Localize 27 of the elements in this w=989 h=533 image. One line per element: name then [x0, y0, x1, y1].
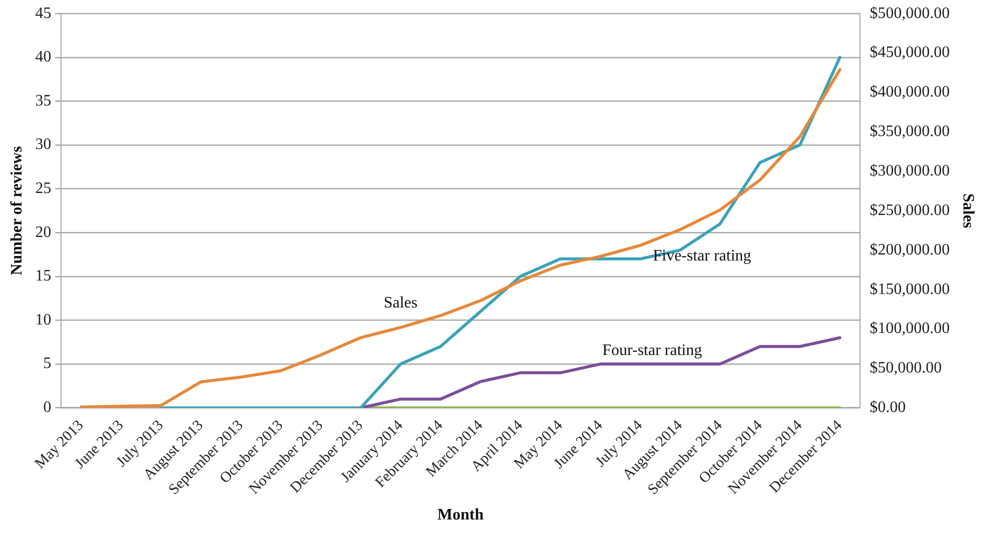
y-tick-label: 35	[35, 92, 52, 110]
y-tick-label: 10	[35, 311, 52, 328]
y-tick-label: 15	[35, 268, 52, 285]
y-tick-label: 30	[35, 136, 52, 154]
y2-tick-label: $250,000.00	[870, 202, 950, 219]
y2-tick-label: $400,000.00	[870, 84, 950, 101]
y2-tick-label: $0.00	[870, 399, 906, 416]
y-axis-title: Number of reviews	[8, 146, 26, 276]
y2-tick-label: $50,000.00	[870, 360, 942, 377]
y-tick-label: 0	[43, 399, 52, 416]
y-tick-label: 25	[35, 180, 52, 198]
y2-tick-label: $500,000.00	[870, 4, 950, 22]
y-tick-label: 20	[35, 224, 52, 241]
y2-tick-label: $200,000.00	[870, 241, 950, 258]
y2-tick-label: $100,000.00	[870, 320, 950, 338]
y2-tick-label: $150,000.00	[870, 280, 950, 298]
y2-tick-label: $450,000.00	[870, 44, 950, 62]
y-tick-label: 5	[43, 355, 52, 372]
y2-tick-label: $300,000.00	[870, 162, 950, 180]
series-label: Sales	[384, 294, 418, 312]
y-tick-label: 40	[35, 48, 52, 66]
y2-tick-label: $350,000.00	[870, 123, 950, 140]
series-label: Five-star rating	[652, 247, 752, 264]
x-axis-title: Month	[437, 506, 484, 524]
y2-axis-title: Sales	[959, 193, 976, 228]
series-label: Four-star rating	[602, 342, 702, 360]
y-tick-label: 45	[35, 4, 52, 22]
